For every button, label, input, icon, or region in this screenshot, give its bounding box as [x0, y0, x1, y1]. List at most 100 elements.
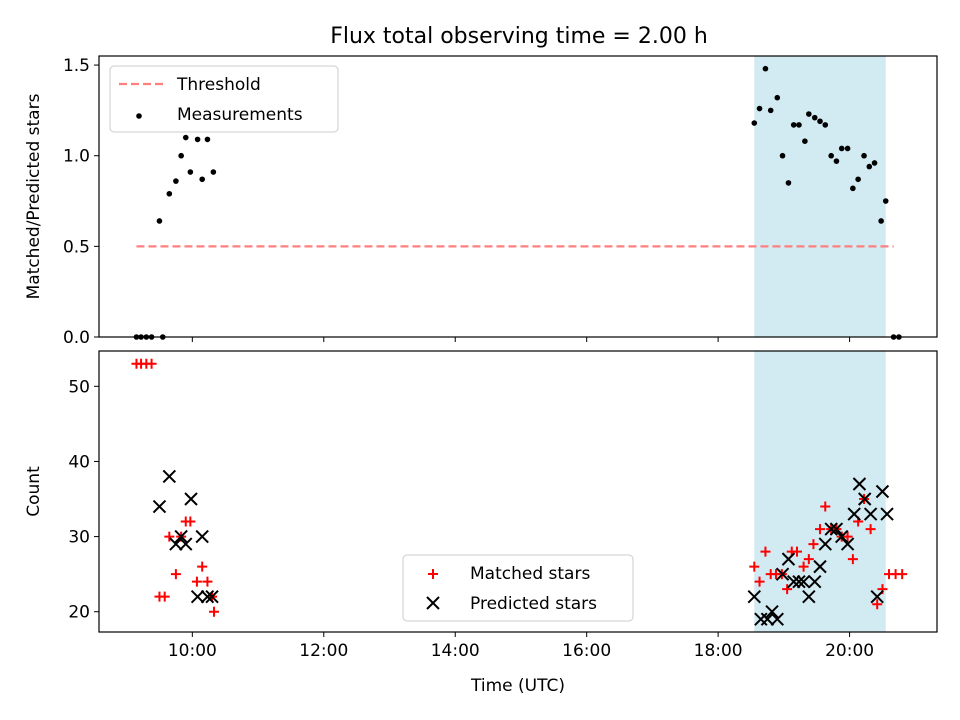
- matched-star-point: [808, 539, 819, 550]
- predicted-star-point: [200, 589, 215, 604]
- predicted-star-point: [770, 612, 784, 626]
- matched-star-point: [897, 569, 908, 580]
- matched-star-point: [872, 599, 883, 610]
- legend-predicted-label: Predicted stars: [470, 594, 597, 614]
- predicted-star-point: [787, 574, 801, 589]
- measurement-point: [838, 145, 845, 152]
- legend-matched-swatch: [428, 569, 438, 579]
- measurement-point: [882, 198, 889, 204]
- measurement-point: [779, 152, 786, 159]
- measurement-point: [166, 190, 173, 197]
- legend-measurements-label: Measurements: [177, 105, 303, 125]
- predicted-star-point: [792, 574, 806, 589]
- legend-box: [109, 65, 339, 133]
- matched-star-point: [209, 606, 220, 617]
- measurement-point: [194, 136, 201, 143]
- measurement-point: [156, 218, 163, 224]
- matched-star-point: [170, 569, 181, 580]
- predicted-star-point: [808, 574, 822, 589]
- matched-star-point: [815, 524, 826, 535]
- predicted-star-point: [796, 574, 811, 589]
- predicted-star-point: [834, 529, 849, 544]
- y-tick-label: 50: [68, 377, 90, 397]
- x-axis-label: Time (UTC): [470, 676, 565, 696]
- x-tick-label: 16:00: [562, 641, 611, 661]
- predicted-star-point: [195, 529, 209, 544]
- chart-title: Flux total observing time = 2.00 h: [330, 24, 708, 49]
- measurement-point: [796, 122, 802, 128]
- matched-star-point: [760, 546, 771, 557]
- predicted-star-point: [829, 522, 844, 536]
- y-tick-label: 0.5: [63, 237, 90, 257]
- predicted-star-point: [781, 552, 796, 566]
- measurement-point: [817, 118, 823, 125]
- predicted-star-point: [857, 492, 872, 506]
- shaded-span: [754, 56, 886, 337]
- measurement-point: [199, 176, 205, 183]
- predicted-star-point: [863, 507, 878, 521]
- measurement-point: [822, 122, 829, 128]
- predicted-star-point: [760, 612, 775, 626]
- matched-star-point: [782, 584, 793, 595]
- measurement-point: [802, 138, 808, 145]
- matched-star-point: [847, 554, 858, 565]
- matched-star-point: [185, 516, 196, 527]
- measurement-point: [751, 120, 758, 126]
- matched-star-point: [202, 576, 213, 587]
- predicted-star-point: [174, 529, 188, 544]
- predicted-star-point: [184, 492, 198, 506]
- predicted-star-point: [847, 507, 861, 521]
- x-tick-label: 14:00: [431, 641, 480, 661]
- predicted-star-point: [747, 589, 761, 604]
- y-tick-label: 1.0: [63, 147, 90, 167]
- measurement-point: [828, 152, 834, 159]
- predicted-star-point: [190, 589, 205, 604]
- matched-star-point: [803, 554, 814, 565]
- bottom-panel: 20 30 40 50 10:00 12:00 14:00 16:00 18:00 20:00 Co…: [24, 350, 938, 696]
- matched-star-point: [865, 524, 876, 535]
- matched-star-point: [191, 576, 202, 587]
- axes-frame: [98, 350, 938, 633]
- predicted-star-point: [880, 507, 894, 521]
- matched-star-point: [197, 561, 208, 572]
- measurement-point: [210, 169, 217, 175]
- y-tick-label: 20: [68, 603, 90, 623]
- measurement-point: [785, 180, 792, 186]
- measurement-point: [767, 107, 774, 114]
- y-tick-label: 1.5: [63, 56, 90, 76]
- predicted-star-point: [179, 537, 193, 551]
- measurement-point: [866, 163, 873, 170]
- predicted-star-point: [875, 484, 890, 499]
- measurement-point: [762, 65, 769, 72]
- top-panel: 0.0 0.5 1.0 1.5 Matched/Predicted stars Thres…: [24, 55, 938, 348]
- measurement-point: [811, 114, 818, 121]
- predicted-star-point: [824, 522, 838, 536]
- measurement-point: [756, 105, 763, 112]
- predicted-star-point: [162, 469, 177, 484]
- legend-predicted-swatch: [426, 596, 440, 610]
- matched-star-point: [754, 576, 765, 587]
- y-tick-label: 30: [68, 528, 90, 548]
- measurement-point: [774, 94, 781, 101]
- x-tick-label: 12:00: [299, 641, 348, 661]
- predicted-star-point: [775, 567, 790, 581]
- matched-star-point: [842, 531, 853, 542]
- x-tick-label: 10:00: [168, 641, 217, 661]
- legend: Threshold Measurements: [109, 65, 339, 133]
- predicted-star-point: [818, 537, 832, 551]
- y-tick-label: 0.0: [63, 328, 90, 348]
- measurement-point: [861, 152, 867, 159]
- y-axis-label: Count: [24, 466, 44, 517]
- matched-star-point: [820, 501, 831, 512]
- measurement-point: [182, 134, 189, 141]
- matched-star-point: [146, 358, 157, 369]
- matched-star-point: [798, 561, 809, 572]
- measurement-point: [173, 178, 179, 184]
- axes-frame: [98, 55, 938, 338]
- legend: Matched stars Predicted stars: [402, 554, 634, 622]
- matched-star-point: [164, 531, 175, 542]
- matched-star-point: [159, 591, 170, 602]
- predicted-star-point: [765, 605, 779, 619]
- legend-box: [402, 554, 634, 622]
- shaded-span: [754, 351, 886, 632]
